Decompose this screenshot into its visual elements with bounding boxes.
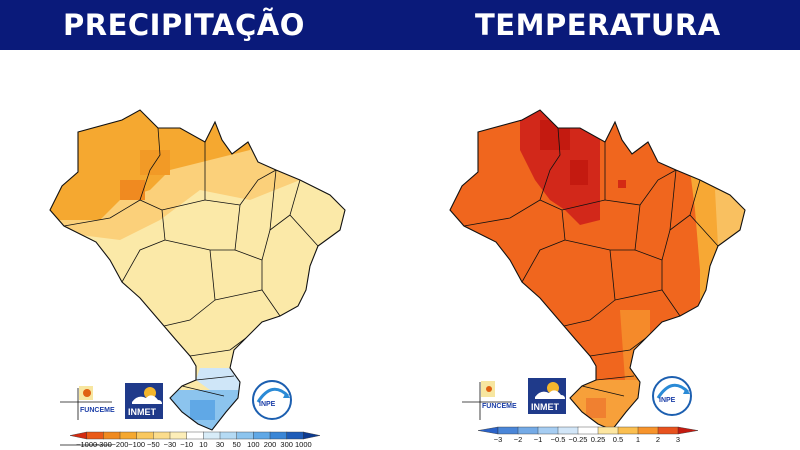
inpe-logo-temp: INPE bbox=[652, 376, 692, 416]
header-bar bbox=[0, 0, 800, 50]
inpe-logo: INPE bbox=[252, 380, 292, 420]
temperature-title: TEMPERATURA bbox=[475, 8, 721, 42]
brazil-outline bbox=[49, 109, 346, 431]
temperature-legend-tick: 3 bbox=[676, 435, 680, 444]
precipitation-legend-swatch bbox=[253, 431, 271, 440]
precipitation-legend-swatch bbox=[119, 431, 138, 440]
inpe-label: INPE bbox=[259, 401, 276, 408]
precipitation-legend-tick: 200 bbox=[264, 440, 277, 449]
temperature-panel: FUNCEME INMET INPE −3 −2 −1 −0.5 −0.25 0.25 0.… bbox=[400, 50, 800, 450]
temperature-legend-swatch bbox=[597, 426, 619, 435]
temperature-legend-swatch bbox=[577, 426, 599, 435]
temperature-legend: −3 −2 −1 −0.5 −0.25 0.25 0.5 1 2 3 bbox=[477, 426, 699, 444]
precipitation-legend-swatch bbox=[186, 431, 204, 440]
inpe-label-temp: INPE bbox=[659, 397, 676, 404]
precipitation-legend: −1000−300 −200 −100 −50 −30 −10 10 30 50 100 200 30… bbox=[69, 431, 321, 449]
funceme-logo-temp: FUNCEME bbox=[462, 381, 517, 420]
temperature-legend-tick: 1 bbox=[636, 435, 640, 444]
temperature-legend-swatch bbox=[497, 426, 519, 435]
temperature-legend-tick: −1 bbox=[534, 435, 543, 444]
temperature-legend-tick: −0.5 bbox=[551, 435, 566, 444]
brazil-outline-temp bbox=[449, 109, 746, 431]
precipitation-legend-swatch bbox=[303, 431, 321, 440]
state-borders-temp bbox=[463, 127, 719, 397]
temperature-legend-swatch bbox=[657, 426, 679, 435]
temperature-legend-tick: −2 bbox=[514, 435, 523, 444]
precipitation-legend-tick: −30 bbox=[164, 440, 177, 449]
precipitation-legend-swatch bbox=[169, 431, 188, 440]
funceme-label-temp: FUNCEME bbox=[482, 403, 517, 410]
precipitation-legend-tick: −50 bbox=[147, 440, 160, 449]
precipitation-legend-swatch bbox=[69, 431, 87, 440]
inmet-label: INMET bbox=[128, 407, 157, 417]
precipitation-legend-swatch bbox=[136, 431, 154, 440]
temperature-legend-swatch bbox=[637, 426, 659, 435]
temperature-legend-swatch bbox=[557, 426, 579, 435]
temperature-map: FUNCEME INMET INPE −3 −2 −1 −0.5 −0.25 0.25 0.… bbox=[449, 109, 746, 444]
precipitation-legend-tick: 10 bbox=[199, 440, 207, 449]
precipitation-legend-tick: −10 bbox=[180, 440, 193, 449]
temperature-legend-swatch bbox=[477, 426, 499, 435]
temperature-legend-swatch bbox=[537, 426, 559, 435]
precipitation-map: FUNCEME INMET INPE −1000−300 −200 −100 −50−… bbox=[49, 109, 346, 449]
temperature-legend-tick: 0.5 bbox=[613, 435, 623, 444]
inmet-logo-temp: INMET bbox=[528, 378, 566, 414]
precipitation-panel: FUNCEME INMET INPE −1000 −300 −200 −100 −50−… bbox=[0, 50, 400, 450]
precipitation-legend-swatch bbox=[86, 431, 104, 440]
temperature-legend-swatch bbox=[517, 426, 539, 435]
funceme-label: FUNCEME bbox=[80, 407, 115, 414]
temperature-legend-tick: 2 bbox=[656, 435, 660, 444]
precipitation-legend-tick: −200 bbox=[112, 440, 129, 449]
precipitation-legend-swatch bbox=[203, 431, 221, 440]
precipitation-legend-swatch bbox=[236, 431, 254, 440]
precipitation-title: PRECIPITAÇÃO bbox=[63, 8, 305, 42]
precipitation-legend-tick: 1000 bbox=[295, 440, 312, 449]
precipitation-legend-tick: 100 bbox=[247, 440, 260, 449]
precipitation-legend-swatch bbox=[103, 431, 121, 440]
precipitation-legend-swatch bbox=[153, 431, 171, 440]
temperature-legend-swatch bbox=[677, 426, 699, 435]
inmet-logo: INMET bbox=[125, 383, 163, 419]
temperature-legend-swatch bbox=[617, 426, 639, 435]
precipitation-legend-tick: −300 bbox=[95, 440, 112, 449]
inmet-label-temp: INMET bbox=[531, 402, 560, 412]
precipitation-legend-swatch bbox=[269, 431, 288, 440]
precipitation-legend-swatch bbox=[219, 431, 238, 440]
temperature-legend-tick: −3 bbox=[494, 435, 503, 444]
temperature-legend-tick: −0.25 bbox=[569, 435, 588, 444]
precipitation-legend-swatch bbox=[286, 431, 304, 440]
state-borders bbox=[63, 127, 319, 397]
precipitation-legend-tick: −1000 bbox=[76, 440, 97, 449]
funceme-logo: FUNCEME bbox=[60, 386, 115, 446]
temperature-legend-tick: 0.25 bbox=[591, 435, 606, 444]
precipitation-legend-tick: 50 bbox=[232, 440, 240, 449]
precipitation-legend-tick: −100 bbox=[128, 440, 145, 449]
precipitation-legend-tick: 30 bbox=[216, 440, 224, 449]
precipitation-legend-tick: 300 bbox=[280, 440, 293, 449]
